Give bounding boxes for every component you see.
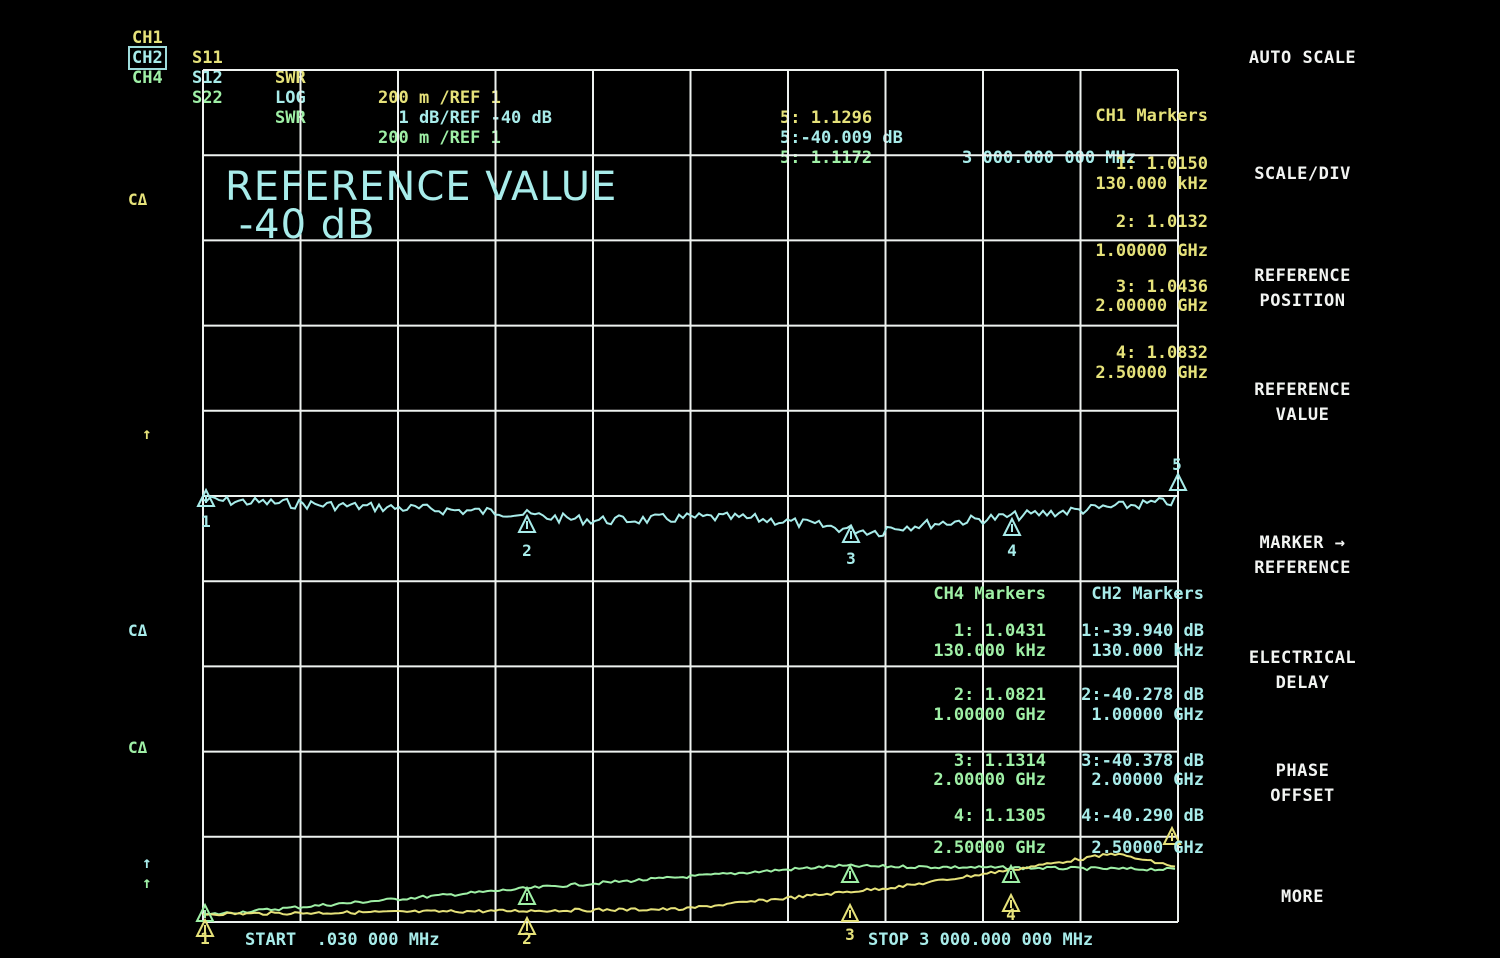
ch1-marker-3-value: 3: 1.0436 [1115,277,1208,297]
ch4-marker-2-freq: 1.00000 GHz [933,705,1046,725]
softkey-phase-offset[interactable]: PHASE OFFSET [1270,761,1335,806]
marker-triangle-icon [1001,863,1021,883]
marker-triangle-icon [841,523,861,543]
trace-ch1-s11 [202,852,1176,917]
channel-marker-readout: 5: 1.1172 [780,148,873,168]
ch1-marker-4-freq: 2.50000 GHz [1095,363,1208,383]
channel-id[interactable]: CH4 [132,68,163,88]
marker-triangle-icon [1168,471,1188,491]
softkey-reference-position[interactable]: REFERENCE POSITION [1254,266,1351,311]
trace-ch4-s22 [202,863,1176,917]
channel-parameter: S11 [192,48,223,68]
trace-ch2-s12 [202,495,1176,538]
ch2-marker-3-value: 3:-40.378 dB [1081,751,1204,771]
marker-number-label: 1 [200,929,210,948]
ch4-marker-4-freq: 2.50000 GHz [933,838,1046,858]
reference-value-banner: REFERENCE VALUE -40 dB [225,167,617,245]
softkey-more[interactable]: MORE [1281,887,1324,907]
marker-triangle-icon [840,863,860,883]
ch2-marker-3-freq: 2.00000 GHz [1091,770,1204,790]
channel-row-ch2: CH2 S12 LOG 1 dB/REF -40 dB 5:-40.009 dB… [128,28,1136,188]
stop-frequency: STOP 3 000.000 000 MHz [868,930,1094,950]
ch2-marker-2-freq: 1.00000 GHz [1091,705,1204,725]
ch4-marker-3-value: 3: 1.1314 [953,751,1046,771]
ch4-marker-2-value: 2: 1.0821 [953,685,1046,705]
ch1-delta-symbol: CΔ [128,190,148,209]
softkey-marker-to-reference[interactable]: MARKER → REFERENCE [1254,533,1351,578]
channel-format: SWR [275,68,306,88]
ch2-delta-symbol: CΔ [128,621,148,640]
ch4-reference-arrow-icon: ↑ [142,873,152,892]
ch2-markers-title: CH2 Markers [1091,584,1204,604]
marker-number-label: 1 [201,512,211,531]
ch4-marker-3-freq: 2.00000 GHz [933,770,1046,790]
channel-parameter: S12 [192,68,223,88]
marker-triangle-icon [840,902,860,922]
grid-lines [202,69,1179,923]
reference-banner-value: -40 dB [225,202,376,248]
marker-triangle-icon [1162,825,1182,845]
marker-number-label: 2 [522,541,532,560]
channel-format: SWR [275,108,306,128]
marker-triangle-icon [196,487,216,507]
channel-marker-readout: 5: 1.1296 [780,108,873,128]
ch1-marker-2-value: 2: 1.0132 [1115,212,1208,232]
ch4-marker-4-value: 4: 1.1305 [953,806,1046,826]
channel-marker-readout: 5:-40.009 dB [780,128,903,148]
marker-number-label: 2 [522,929,532,948]
channel-id-active[interactable]: CH2 [128,46,167,70]
marker-triangle-icon [1002,516,1022,536]
channel-row-ch4: CH4 S22 SWR 200 m /REF 1 5: 1.1172 [130,48,872,188]
softkey-scale-div[interactable]: SCALE/DIV [1254,164,1351,184]
ch2-marker-2-value: 2:-40.278 dB [1081,685,1204,705]
ch4-marker-1-value: 1: 1.0431 [953,621,1046,641]
channel-format: LOG [275,88,306,108]
channel-parameter: S22 [192,88,223,108]
ch1-marker-3-freq: 2.00000 GHz [1095,296,1208,316]
ch2-reference-arrow-icon: ↑ [142,853,152,872]
ch2-marker-1-value: 1:-39.940 dB [1081,621,1204,641]
ch1-marker-1-freq: 130.000 kHz [1095,174,1208,194]
marker-triangle-icon [1001,892,1021,912]
ch1-reference-arrow-icon: ↑ [142,424,152,443]
ch1-marker-4-value: 4: 1.0832 [1115,343,1208,363]
marker-glyphs: 1 2 3 4 5 1 2 3 4 [195,455,1188,948]
ch4-delta-symbol: CΔ [128,738,148,757]
softkey-electrical-delay[interactable]: ELECTRICAL DELAY [1248,648,1357,693]
marker-frequency: 3 000.000 000 MHz [962,148,1136,168]
channel-scale: 1 dB/REF -40 dB [378,108,552,128]
ch4-markers-title: CH4 Markers [933,584,1046,604]
softkey-reference-value[interactable]: REFERENCE VALUE [1254,380,1351,425]
ch2-marker-4-value: 4:-40.290 dB [1081,806,1204,826]
marker-number-label: 3 [845,925,855,944]
marker-triangle-icon [195,917,215,937]
ch1-marker-2-freq: 1.00000 GHz [1095,241,1208,261]
marker-triangle-icon [517,885,537,905]
reference-banner-title: REFERENCE VALUE [225,164,618,210]
marker-triangle-icon [517,513,537,533]
ch4-marker-1-freq: 130.000 kHz [933,641,1046,661]
marker-number-label: 4 [1006,905,1016,924]
marker-number-label: 4 [1007,541,1017,560]
marker-number-label: 3 [846,549,856,568]
marker-triangle-icon [517,915,537,935]
ch1-markers-title: CH1 Markers [1095,106,1208,126]
ch2-marker-1-freq: 130.000 kHz [1091,641,1204,661]
ch1-marker-1-value: 1: 1.0150 [1115,154,1208,174]
channel-id[interactable]: CH1 [132,28,163,48]
start-frequency: START .030 000 MHz [245,930,440,950]
marker-number-label: 5 [1172,455,1182,474]
softkey-auto-scale[interactable]: AUTO SCALE [1248,48,1357,68]
ch2-marker-4-freq: 2.50000 GHz [1091,838,1204,858]
